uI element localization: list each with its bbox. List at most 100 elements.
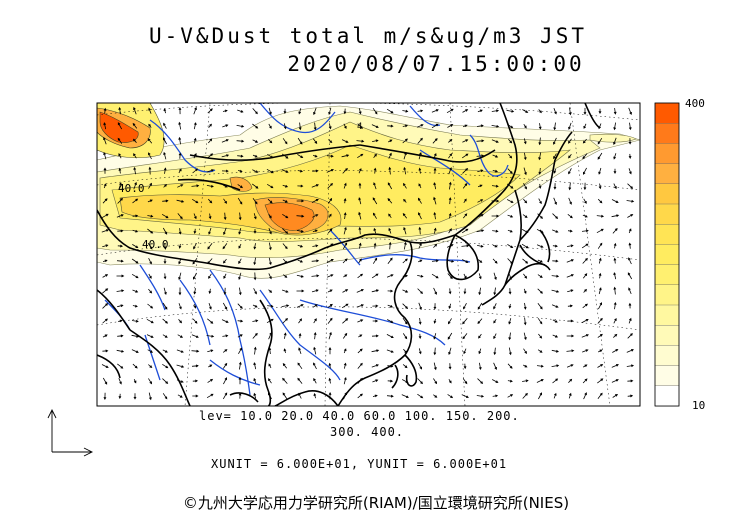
wind-vector-arrow — [178, 107, 182, 115]
wind-vector-arrow — [463, 288, 467, 295]
wind-vector-arrow — [523, 152, 527, 161]
wind-vector-arrow — [148, 123, 152, 128]
wind-vector-arrow — [416, 124, 424, 128]
wind-vector-arrow — [238, 212, 242, 221]
wind-vector-arrow — [566, 334, 575, 338]
wind-vector-arrow — [583, 107, 587, 115]
wind-vector-arrow — [207, 349, 214, 353]
wind-vector-arrow — [193, 106, 197, 115]
wind-vector-arrow — [358, 168, 362, 174]
wind-vector-arrow — [582, 349, 589, 353]
wind-vector-arrow — [492, 258, 498, 264]
wind-vector-arrow — [193, 213, 197, 220]
wind-vector-arrow — [253, 346, 257, 355]
wind-vector-arrow — [477, 169, 484, 173]
wind-vector-arrow — [311, 274, 320, 278]
wind-vector-arrow — [313, 122, 317, 131]
wind-vector-arrow — [161, 213, 169, 219]
wind-vector-arrow — [387, 304, 394, 308]
wind-vector-arrow — [506, 199, 514, 203]
levels-line-1: lev= 10.0 20.0 40.0 60.0 100. 150. 200. — [199, 409, 520, 423]
wind-vector-arrow — [387, 364, 394, 368]
wind-vector-arrow — [493, 333, 497, 340]
wind-vector-arrow — [132, 229, 139, 233]
wind-vector-arrow — [118, 106, 122, 115]
wind-vector-arrow — [373, 227, 377, 234]
wind-vector-arrow — [343, 274, 348, 278]
wind-vector-arrow — [328, 362, 332, 369]
wind-vector-arrow — [476, 214, 484, 218]
wind-vector-arrow — [253, 377, 257, 384]
wind-vector-arrow — [478, 362, 482, 371]
wind-vector-arrow — [297, 169, 304, 173]
wind-vector-arrow — [537, 349, 543, 353]
wind-vector-arrow — [266, 183, 274, 189]
wind-vector-arrow — [612, 227, 618, 234]
wind-vector-arrow — [192, 318, 198, 324]
wind-vector-arrow — [253, 288, 257, 295]
wind-vector-arrow — [402, 317, 408, 325]
wind-vector-arrow — [568, 107, 572, 116]
wind-vector-arrow — [283, 332, 287, 339]
wind-vector-arrow — [462, 139, 469, 143]
wind-vector-arrow — [402, 124, 409, 128]
wind-vector-arrow — [491, 184, 499, 188]
wind-vector-arrow — [403, 166, 407, 175]
wind-vector-arrow — [102, 318, 108, 324]
wind-vector-arrow — [507, 229, 513, 233]
wind-vector-arrow — [252, 108, 258, 115]
wind-vector-arrow — [476, 394, 485, 398]
wind-vector-arrow — [312, 229, 318, 233]
wind-vector-arrow — [268, 363, 272, 369]
wind-vector-arrow — [357, 123, 363, 129]
wind-vector-arrow — [103, 122, 107, 130]
wind-vector-arrow — [311, 259, 320, 263]
wind-vector-arrow — [492, 154, 499, 158]
wind-vector-arrow — [208, 123, 212, 128]
wind-vector-arrow — [477, 244, 484, 248]
wind-vector-arrow — [178, 152, 182, 159]
wind-vector-arrow — [163, 151, 167, 160]
wind-vector-arrow — [628, 107, 632, 115]
wind-vector-arrow — [538, 152, 542, 161]
wind-vector-arrow — [507, 394, 514, 398]
wind-vector-arrow — [147, 228, 154, 234]
wind-vector-arrow — [627, 394, 634, 398]
wind-vector-arrow — [358, 334, 363, 338]
wind-vector-arrow — [253, 392, 257, 399]
wind-vector-arrow — [341, 154, 350, 158]
wind-vector-arrow — [238, 392, 242, 399]
wind-vector-arrow — [611, 379, 619, 383]
wind-vector-arrow — [268, 213, 272, 219]
wind-vector-arrow — [551, 349, 560, 353]
wind-vector-arrow — [566, 259, 574, 263]
wind-vector-arrow — [162, 199, 169, 203]
wind-vector-arrow — [238, 272, 242, 281]
wind-vector-arrow — [448, 212, 452, 219]
wind-vector-arrow — [282, 363, 288, 369]
wind-vector-arrow — [508, 288, 512, 295]
wind-vector-arrow — [356, 139, 365, 143]
wind-vector-arrow — [372, 304, 379, 308]
wind-vector-arrow — [236, 139, 245, 143]
colorbar-swatch — [654, 223, 680, 245]
wind-vector-arrow — [163, 108, 167, 114]
wind-vector-arrow — [372, 212, 377, 219]
wind-vector-arrow — [162, 302, 168, 310]
wind-vector-arrow — [462, 124, 468, 128]
wind-vector-arrow — [357, 348, 363, 354]
wind-vector-arrow — [147, 199, 153, 203]
wind-vector-arrow — [266, 318, 274, 324]
wind-vector-arrow — [597, 152, 603, 160]
wind-vector-arrow — [566, 274, 574, 278]
wind-vector-arrow — [433, 333, 437, 340]
wind-vector-arrow — [281, 169, 289, 173]
wind-vector-arrow — [343, 182, 347, 189]
wind-vector-arrow — [402, 138, 408, 144]
wind-vector-arrow — [418, 302, 422, 310]
wind-vector-arrow — [311, 184, 319, 188]
wind-vector-arrow — [402, 213, 408, 219]
wind-vector-arrow — [132, 244, 139, 249]
wind-vector-arrow — [508, 332, 512, 341]
wind-vector-arrow — [582, 153, 588, 160]
